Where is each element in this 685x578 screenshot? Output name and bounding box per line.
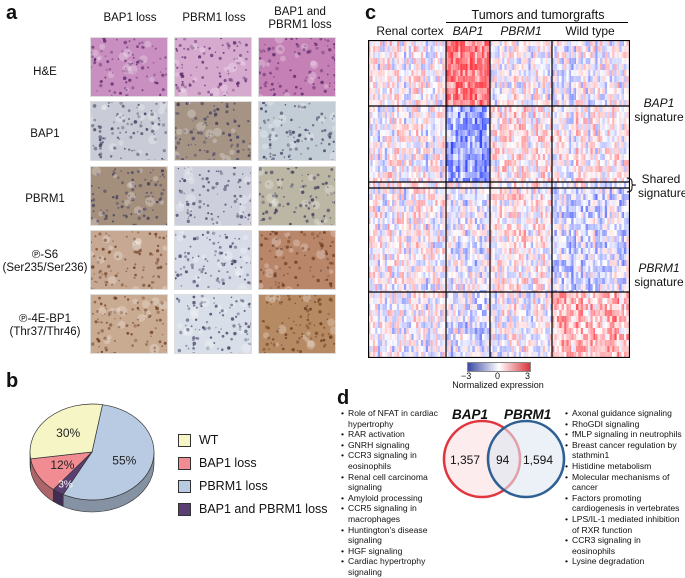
- bap1-pathway-item: RAR activation: [341, 429, 444, 440]
- pbrm1-pathway-list: Axonal guidance signalingRhoGDI signalin…: [565, 408, 683, 567]
- micrograph-tile: [258, 101, 336, 161]
- pbrm1-pathway-item: CCR3 signaling in eosinophils: [565, 535, 683, 556]
- row-label-pbrm1: PBRM1: [2, 193, 88, 206]
- col-header-both-loss: BAP1 and PBRM1 loss: [258, 6, 342, 32]
- panel-b-label: b: [6, 370, 18, 393]
- colorbar-title: Normalized expression: [449, 380, 547, 390]
- row-label-bap1: BAP1: [2, 128, 88, 141]
- tumors-header-rule: [446, 22, 628, 23]
- micrograph-tile: [174, 37, 252, 97]
- micrograph-tile: [174, 294, 252, 354]
- micrograph-tile: [258, 230, 336, 290]
- bap1-pathway-item: CCR5 signaling in macrophages: [341, 503, 444, 524]
- bap1-pathway-item: CCR3 signaling in eosinophils: [341, 450, 444, 471]
- bap1-pathway-item: Renal cell carcinoma signaling: [341, 472, 444, 493]
- micrograph-tile: [174, 166, 252, 226]
- legend-swatch-pbrm1: [178, 480, 191, 493]
- legend-item-wt: WT: [178, 433, 218, 447]
- expression-heatmap: [368, 40, 630, 358]
- micrograph-tile: [174, 101, 252, 161]
- venn-count-overlap: 94: [496, 453, 509, 467]
- pbrm1-pathway-item: Axonal guidance signaling: [565, 408, 683, 419]
- bap1-pathway-list: Role of NFAT in cardiac hypertrophyRAR a…: [341, 408, 444, 578]
- panel-c-label: c: [365, 2, 376, 25]
- heatmap-cells: [368, 40, 629, 358]
- venn-count-pbrm1: 1,594: [523, 453, 553, 467]
- pbrm1-pathway-item: Factors promoting cardiogenesis in verte…: [565, 493, 683, 514]
- col-header-pbrm1-loss: PBRM1 loss: [173, 12, 255, 25]
- heatmap-col-pbrm1: PBRM1: [490, 24, 552, 38]
- pie-data-label: 12%: [50, 458, 74, 472]
- micrograph-tile: [90, 166, 168, 226]
- micrograph-tile: [174, 230, 252, 290]
- heatmap-col-renal-cortex: Renal cortex: [372, 24, 448, 38]
- pie-data-label: 30%: [56, 426, 80, 440]
- bap1-pathway-item: HGF signaling: [341, 546, 444, 557]
- pbrm1-pathway-item: RhoGDI signaling: [565, 419, 683, 430]
- micrograph-tile: [258, 294, 336, 354]
- tumors-header: Tumors and tumorgrafts: [448, 8, 628, 22]
- micrograph-tile: [90, 294, 168, 354]
- pbrm1-pathway-item: fMLP signaling in neutrophils: [565, 429, 683, 440]
- pbrm1-pathway-item: Breast cancer regulation by stathmin1: [565, 440, 683, 461]
- bap1-pathway-item: Amyloid processing: [341, 493, 444, 504]
- bap1-pathway-item: Huntington's disease signaling: [341, 525, 444, 546]
- pie-data-label: 3%: [58, 479, 73, 490]
- legend-item-bap1: BAP1 loss: [178, 456, 257, 470]
- venn-count-bap1: 1,357: [450, 453, 480, 467]
- row-label-p4ebp1: ℗-4E-BP1(Thr37/Thr46): [2, 313, 88, 339]
- legend-item-pbrm1: PBRM1 loss: [178, 479, 268, 493]
- bap1-pathway-item: GNRH signaling: [341, 440, 444, 451]
- legend-swatch-wt: [178, 434, 191, 447]
- panel-d-label: d: [337, 387, 349, 410]
- legend-item-both: BAP1 and PBRM1 loss: [178, 502, 328, 516]
- heatmap-col-wild-type: Wild type: [552, 24, 628, 38]
- panel-a-label: a: [6, 2, 17, 25]
- pie-data-label: 55%: [112, 454, 136, 468]
- col-header-bap1-loss: BAP1 loss: [90, 12, 170, 25]
- legend-swatch-both: [178, 503, 191, 516]
- micrograph-tile: [90, 101, 168, 161]
- pbrm1-pathway-item: Histidine metabolism: [565, 461, 683, 472]
- pbrm1-pathway-item: Lysine degradation: [565, 556, 683, 567]
- micrograph-tile: [258, 37, 336, 97]
- micrograph-tile: [258, 166, 336, 226]
- micrograph-tile: [90, 230, 168, 290]
- pbrm1-pathway-item: Molecular mechanisms of cancer: [565, 472, 683, 493]
- legend-swatch-bap1: [178, 457, 191, 470]
- micrograph-tile: [90, 37, 168, 97]
- bap1-pathway-item: Cardiac hypertrophy signaling: [341, 556, 444, 577]
- row-label-ps6: ℗-S6(Ser235/Ser236): [2, 249, 88, 275]
- row-label-he: H&E: [2, 66, 88, 79]
- pie-chart: 55% 3% 12% 30%: [20, 396, 170, 532]
- pbrm1-pathway-item: LPS/IL-1 mediated inhibition of RXR func…: [565, 514, 683, 535]
- bap1-pathway-item: Role of NFAT in cardiac hypertrophy: [341, 408, 444, 429]
- heatmap-col-bap1: BAP1: [446, 24, 490, 38]
